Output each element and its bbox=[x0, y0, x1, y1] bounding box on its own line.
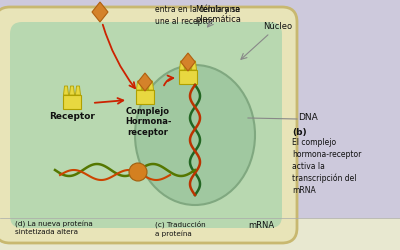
FancyBboxPatch shape bbox=[10, 22, 282, 228]
Text: (c) Traducción
a proteína: (c) Traducción a proteína bbox=[155, 221, 206, 237]
Polygon shape bbox=[181, 53, 195, 71]
Circle shape bbox=[129, 163, 147, 181]
Polygon shape bbox=[138, 73, 152, 91]
Text: Membrana
plasmática: Membrana plasmática bbox=[195, 5, 241, 24]
FancyBboxPatch shape bbox=[0, 218, 400, 250]
Text: (b): (b) bbox=[292, 128, 307, 137]
Ellipse shape bbox=[135, 65, 255, 205]
Polygon shape bbox=[136, 81, 142, 90]
Polygon shape bbox=[179, 70, 197, 84]
FancyBboxPatch shape bbox=[0, 7, 297, 243]
Polygon shape bbox=[148, 81, 154, 90]
Polygon shape bbox=[186, 61, 190, 70]
Polygon shape bbox=[142, 81, 148, 90]
Polygon shape bbox=[180, 61, 184, 70]
Text: DNA: DNA bbox=[298, 114, 318, 122]
Polygon shape bbox=[63, 95, 81, 109]
Polygon shape bbox=[70, 86, 74, 95]
Text: Núcleo: Núcleo bbox=[263, 22, 292, 31]
Text: mRNA: mRNA bbox=[248, 221, 274, 230]
Text: (d) La nueva proteína
sintetizada altera: (d) La nueva proteína sintetizada altera bbox=[15, 221, 93, 236]
Polygon shape bbox=[192, 61, 196, 70]
Text: Receptor: Receptor bbox=[49, 112, 95, 121]
Polygon shape bbox=[64, 86, 68, 95]
Text: Complejo
Hormona-
receptor: Complejo Hormona- receptor bbox=[125, 107, 171, 137]
Polygon shape bbox=[136, 90, 154, 104]
Polygon shape bbox=[92, 2, 108, 22]
Text: El complejo
hormona-receptor
activa la
transcripción del
mRNA: El complejo hormona-receptor activa la t… bbox=[292, 138, 361, 195]
Polygon shape bbox=[76, 86, 80, 95]
Text: entra en la célula y se
une al receptor: entra en la célula y se une al receptor bbox=[155, 5, 240, 25]
